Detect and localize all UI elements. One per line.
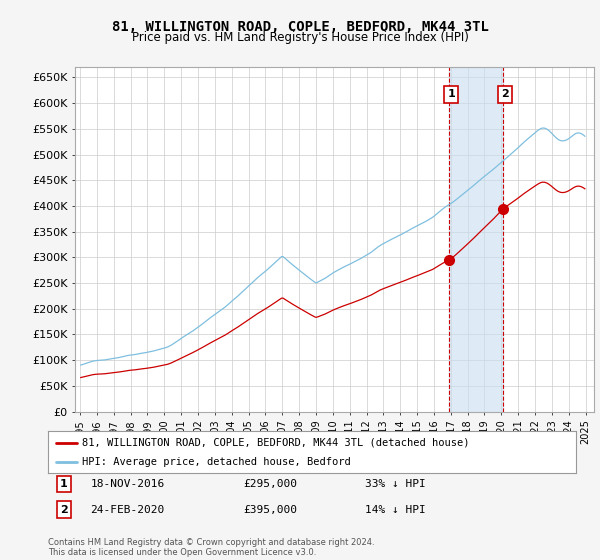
- Text: 81, WILLINGTON ROAD, COPLE, BEDFORD, MK44 3TL (detached house): 81, WILLINGTON ROAD, COPLE, BEDFORD, MK4…: [82, 437, 470, 447]
- Text: 81, WILLINGTON ROAD, COPLE, BEDFORD, MK44 3TL: 81, WILLINGTON ROAD, COPLE, BEDFORD, MK4…: [112, 20, 488, 34]
- Text: 14% ↓ HPI: 14% ↓ HPI: [365, 505, 425, 515]
- Text: £295,000: £295,000: [244, 479, 298, 489]
- Bar: [449, 67, 503, 412]
- Text: 1: 1: [447, 90, 455, 100]
- Text: Price paid vs. HM Land Registry's House Price Index (HPI): Price paid vs. HM Land Registry's House …: [131, 31, 469, 44]
- Text: 18-NOV-2016: 18-NOV-2016: [90, 479, 164, 489]
- Text: Contains HM Land Registry data © Crown copyright and database right 2024.
This d: Contains HM Land Registry data © Crown c…: [48, 538, 374, 557]
- Text: 2: 2: [60, 505, 68, 515]
- Text: HPI: Average price, detached house, Bedford: HPI: Average price, detached house, Bedf…: [82, 457, 351, 467]
- Text: 2: 2: [501, 90, 509, 100]
- Text: 24-FEB-2020: 24-FEB-2020: [90, 505, 164, 515]
- Text: 33% ↓ HPI: 33% ↓ HPI: [365, 479, 425, 489]
- Text: £395,000: £395,000: [244, 505, 298, 515]
- Text: 1: 1: [60, 479, 68, 489]
